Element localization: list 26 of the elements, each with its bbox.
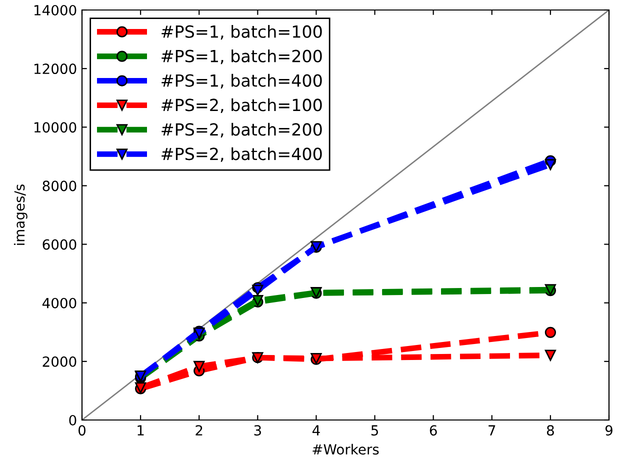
- legend-label: #PS=1, batch=400: [162, 74, 322, 89]
- x-tick-label: 4: [312, 425, 320, 436]
- y-tick-label: 10000: [34, 122, 76, 133]
- x-tick-label: 3: [254, 425, 261, 436]
- y-axis-title: images/s: [14, 184, 28, 245]
- x-tick-label: 9: [605, 425, 612, 436]
- x-tick-label: 1: [138, 425, 144, 436]
- y-tick-label: 8000: [42, 180, 76, 192]
- y-tick-label: 0: [69, 414, 76, 426]
- y-tick-label: 4000: [42, 298, 76, 308]
- y-tick-label: 2000: [42, 356, 76, 367]
- y-tick-label: 12000: [34, 64, 76, 74]
- x-axis-title: #Workers: [312, 444, 379, 455]
- legend-label: #PS=1, batch=100: [162, 25, 322, 40]
- legend-label: #PS=2, batch=400: [162, 147, 322, 162]
- legend-label: #PS=2, batch=100: [162, 98, 322, 113]
- x-tick-label: 8: [546, 425, 554, 436]
- x-tick-label: 5: [371, 425, 378, 436]
- x-tick-label: 0: [78, 425, 86, 436]
- legend-label: #PS=2, batch=200: [162, 122, 322, 138]
- legend-label: #PS=1, batch=200: [162, 49, 322, 64]
- x-tick-label: 2: [196, 425, 202, 436]
- y-tick-label: 6000: [42, 239, 76, 250]
- x-tick-label: 6: [430, 425, 437, 436]
- x-tick-label: 7: [488, 425, 496, 436]
- y-tick-label: 14000: [34, 4, 76, 16]
